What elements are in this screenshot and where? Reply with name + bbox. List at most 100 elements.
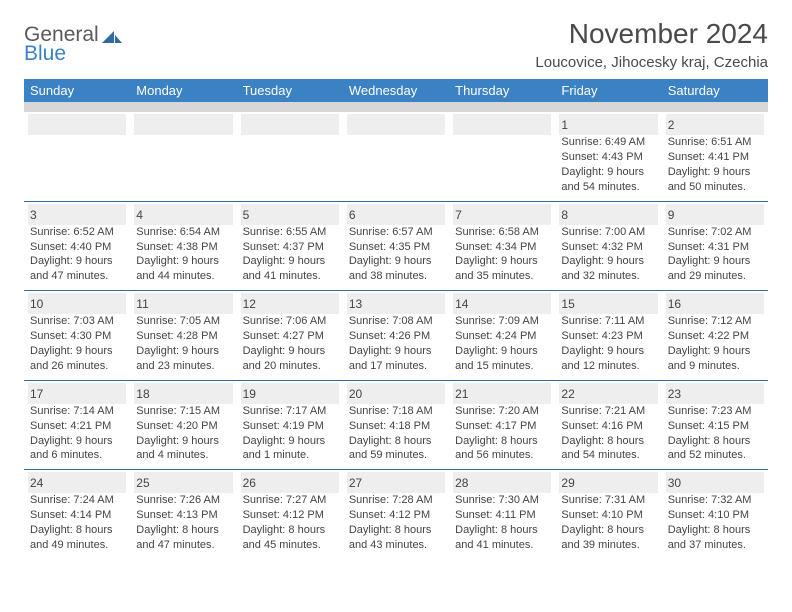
calendar-day-cell: 13Sunrise: 7:08 AMSunset: 4:26 PMDayligh… (343, 291, 449, 381)
calendar-day-cell: 7Sunrise: 6:58 AMSunset: 4:34 PMDaylight… (449, 201, 555, 291)
calendar-empty-cell (130, 112, 236, 201)
calendar-empty-cell (237, 112, 343, 201)
subheader-cell (237, 102, 343, 112)
day-number: 19 (241, 383, 339, 404)
calendar-empty-cell (449, 112, 555, 201)
calendar-week-row: 3Sunrise: 6:52 AMSunset: 4:40 PMDaylight… (24, 201, 768, 291)
day-number: 13 (347, 293, 445, 314)
calendar-week-row: 17Sunrise: 7:14 AMSunset: 4:21 PMDayligh… (24, 380, 768, 470)
calendar-day-cell: 6Sunrise: 6:57 AMSunset: 4:35 PMDaylight… (343, 201, 449, 291)
day-number: 9 (666, 204, 764, 225)
day-number: 4 (134, 204, 232, 225)
day-details: Sunrise: 7:05 AMSunset: 4:28 PMDaylight:… (134, 314, 232, 373)
day-details: Sunrise: 7:30 AMSunset: 4:11 PMDaylight:… (453, 493, 551, 552)
logo: General Blue (24, 18, 122, 64)
day-details: Sunrise: 6:54 AMSunset: 4:38 PMDaylight:… (134, 225, 232, 284)
calendar-week-row: 1Sunrise: 6:49 AMSunset: 4:43 PMDaylight… (24, 112, 768, 201)
day-details: Sunrise: 7:18 AMSunset: 4:18 PMDaylight:… (347, 404, 445, 463)
day-number: 25 (134, 472, 232, 493)
day-details: Sunrise: 7:32 AMSunset: 4:10 PMDaylight:… (666, 493, 764, 552)
day-number: 22 (559, 383, 657, 404)
day-details: Sunrise: 7:06 AMSunset: 4:27 PMDaylight:… (241, 314, 339, 373)
logo-sail-icon (102, 26, 122, 47)
day-number: 10 (28, 293, 126, 314)
calendar-day-cell: 29Sunrise: 7:31 AMSunset: 4:10 PMDayligh… (555, 470, 661, 559)
month-title: November 2024 (535, 18, 768, 50)
weekday-header: Thursday (449, 79, 555, 102)
calendar-day-cell: 12Sunrise: 7:06 AMSunset: 4:27 PMDayligh… (237, 291, 343, 381)
subheader-cell (662, 102, 768, 112)
calendar-day-cell: 27Sunrise: 7:28 AMSunset: 4:12 PMDayligh… (343, 470, 449, 559)
day-number: 12 (241, 293, 339, 314)
subheader-cell (449, 102, 555, 112)
calendar-day-cell: 8Sunrise: 7:00 AMSunset: 4:32 PMDaylight… (555, 201, 661, 291)
calendar-day-cell: 21Sunrise: 7:20 AMSunset: 4:17 PMDayligh… (449, 380, 555, 470)
day-number: 23 (666, 383, 764, 404)
day-details: Sunrise: 7:00 AMSunset: 4:32 PMDaylight:… (559, 225, 657, 284)
title-block: November 2024 Loucovice, Jihocesky kraj,… (535, 18, 768, 71)
weekday-header-row: SundayMondayTuesdayWednesdayThursdayFrid… (24, 79, 768, 102)
day-number: 1 (559, 114, 657, 135)
day-details: Sunrise: 7:17 AMSunset: 4:19 PMDaylight:… (241, 404, 339, 463)
calendar-day-cell: 28Sunrise: 7:30 AMSunset: 4:11 PMDayligh… (449, 470, 555, 559)
day-number: 26 (241, 472, 339, 493)
calendar-empty-cell (24, 112, 130, 201)
calendar-table: SundayMondayTuesdayWednesdayThursdayFrid… (24, 79, 768, 559)
day-details: Sunrise: 7:24 AMSunset: 4:14 PMDaylight:… (28, 493, 126, 552)
calendar-day-cell: 15Sunrise: 7:11 AMSunset: 4:23 PMDayligh… (555, 291, 661, 381)
day-number: 20 (347, 383, 445, 404)
location-text: Loucovice, Jihocesky kraj, Czechia (535, 54, 768, 71)
day-details: Sunrise: 7:27 AMSunset: 4:12 PMDaylight:… (241, 493, 339, 552)
day-details: Sunrise: 7:15 AMSunset: 4:20 PMDaylight:… (134, 404, 232, 463)
day-number: 15 (559, 293, 657, 314)
day-number: 7 (453, 204, 551, 225)
day-number: 6 (347, 204, 445, 225)
day-number: 28 (453, 472, 551, 493)
day-number: 2 (666, 114, 764, 135)
subheader-cell (24, 102, 130, 112)
calendar-day-cell: 5Sunrise: 6:55 AMSunset: 4:37 PMDaylight… (237, 201, 343, 291)
day-details: Sunrise: 7:08 AMSunset: 4:26 PMDaylight:… (347, 314, 445, 373)
calendar-day-cell: 26Sunrise: 7:27 AMSunset: 4:12 PMDayligh… (237, 470, 343, 559)
day-details: Sunrise: 7:14 AMSunset: 4:21 PMDaylight:… (28, 404, 126, 463)
day-number: 8 (559, 204, 657, 225)
calendar-day-cell: 19Sunrise: 7:17 AMSunset: 4:19 PMDayligh… (237, 380, 343, 470)
subheader-row (24, 102, 768, 112)
calendar-day-cell: 25Sunrise: 7:26 AMSunset: 4:13 PMDayligh… (130, 470, 236, 559)
calendar-day-cell: 16Sunrise: 7:12 AMSunset: 4:22 PMDayligh… (662, 291, 768, 381)
calendar-day-cell: 24Sunrise: 7:24 AMSunset: 4:14 PMDayligh… (24, 470, 130, 559)
calendar-day-cell: 18Sunrise: 7:15 AMSunset: 4:20 PMDayligh… (130, 380, 236, 470)
day-details: Sunrise: 7:21 AMSunset: 4:16 PMDaylight:… (559, 404, 657, 463)
day-details: Sunrise: 7:02 AMSunset: 4:31 PMDaylight:… (666, 225, 764, 284)
day-details: Sunrise: 7:20 AMSunset: 4:17 PMDaylight:… (453, 404, 551, 463)
calendar-body: 1Sunrise: 6:49 AMSunset: 4:43 PMDaylight… (24, 112, 768, 559)
day-number: 5 (241, 204, 339, 225)
day-details: Sunrise: 7:11 AMSunset: 4:23 PMDaylight:… (559, 314, 657, 373)
day-number: 11 (134, 293, 232, 314)
calendar-day-cell: 11Sunrise: 7:05 AMSunset: 4:28 PMDayligh… (130, 291, 236, 381)
calendar-empty-cell (343, 112, 449, 201)
subheader-cell (343, 102, 449, 112)
day-details: Sunrise: 7:09 AMSunset: 4:24 PMDaylight:… (453, 314, 551, 373)
calendar-day-cell: 10Sunrise: 7:03 AMSunset: 4:30 PMDayligh… (24, 291, 130, 381)
day-details: Sunrise: 6:58 AMSunset: 4:34 PMDaylight:… (453, 225, 551, 284)
calendar-day-cell: 9Sunrise: 7:02 AMSunset: 4:31 PMDaylight… (662, 201, 768, 291)
weekday-header: Friday (555, 79, 661, 102)
day-number: 21 (453, 383, 551, 404)
day-details: Sunrise: 6:51 AMSunset: 4:41 PMDaylight:… (666, 135, 764, 194)
subheader-cell (130, 102, 236, 112)
day-details: Sunrise: 6:57 AMSunset: 4:35 PMDaylight:… (347, 225, 445, 284)
calendar-day-cell: 1Sunrise: 6:49 AMSunset: 4:43 PMDaylight… (555, 112, 661, 201)
weekday-header: Wednesday (343, 79, 449, 102)
day-number: 18 (134, 383, 232, 404)
day-details: Sunrise: 6:52 AMSunset: 4:40 PMDaylight:… (28, 225, 126, 284)
day-number: 16 (666, 293, 764, 314)
day-number: 30 (666, 472, 764, 493)
calendar-week-row: 24Sunrise: 7:24 AMSunset: 4:14 PMDayligh… (24, 470, 768, 559)
subheader-cell (555, 102, 661, 112)
day-details: Sunrise: 7:23 AMSunset: 4:15 PMDaylight:… (666, 404, 764, 463)
calendar-day-cell: 22Sunrise: 7:21 AMSunset: 4:16 PMDayligh… (555, 380, 661, 470)
header-row: General Blue November 2024 Loucovice, Ji… (24, 18, 768, 71)
day-number: 3 (28, 204, 126, 225)
calendar-day-cell: 30Sunrise: 7:32 AMSunset: 4:10 PMDayligh… (662, 470, 768, 559)
